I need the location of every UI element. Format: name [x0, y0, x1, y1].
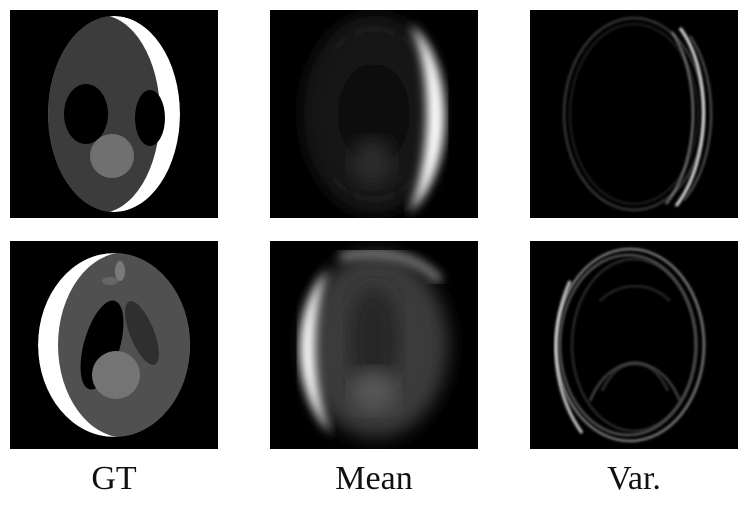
- panel-var-row2: [530, 241, 738, 449]
- column-label-gt: GT: [91, 460, 137, 497]
- panel-gt-row2: [10, 241, 218, 449]
- column-label-mean: Mean: [335, 460, 413, 497]
- panel-var-row1: [530, 10, 738, 218]
- panel-mean-row1: [270, 10, 478, 218]
- column-label-var: Var.: [607, 460, 661, 497]
- panel-gt-row1: [10, 10, 218, 218]
- panel-mean-row2: [270, 241, 478, 449]
